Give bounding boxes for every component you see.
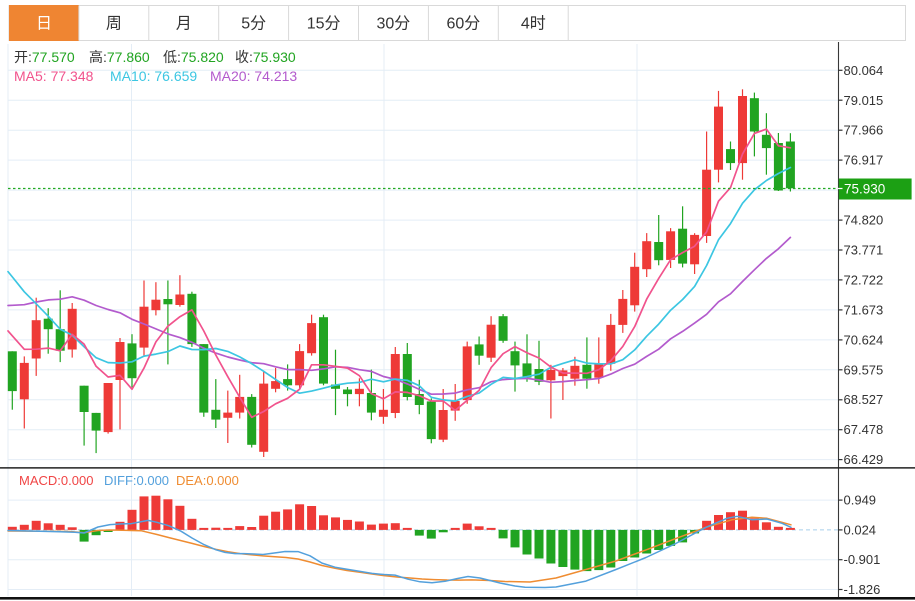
svg-text:15分: 15分 xyxy=(307,15,341,33)
svg-text:74.820: 74.820 xyxy=(844,213,884,228)
svg-text:67.478: 67.478 xyxy=(844,422,884,437)
svg-text:69.575: 69.575 xyxy=(844,362,884,377)
svg-text:68.527: 68.527 xyxy=(844,392,884,407)
svg-text:DIFF:0.000: DIFF:0.000 xyxy=(104,473,169,488)
svg-text:低:75.820: 低:75.820 xyxy=(163,49,224,65)
svg-text:开:77.570: 开:77.570 xyxy=(14,49,75,65)
svg-text:MA10: 76.659: MA10: 76.659 xyxy=(110,68,197,84)
svg-text:0.024: 0.024 xyxy=(844,522,877,537)
svg-text:77.966: 77.966 xyxy=(844,123,884,138)
svg-text:79.015: 79.015 xyxy=(844,93,884,108)
svg-text:日: 日 xyxy=(36,16,52,33)
svg-text:30分: 30分 xyxy=(376,15,410,33)
svg-text:MA5: 77.348: MA5: 77.348 xyxy=(14,68,94,84)
svg-text:0.949: 0.949 xyxy=(844,493,877,508)
svg-text:月: 月 xyxy=(176,16,192,33)
svg-text:-0.901: -0.901 xyxy=(844,552,881,567)
svg-text:DEA:0.000: DEA:0.000 xyxy=(176,473,239,488)
svg-text:MACD:0.000: MACD:0.000 xyxy=(19,473,93,488)
svg-text:70.624: 70.624 xyxy=(844,332,884,347)
svg-text:周: 周 xyxy=(106,16,122,33)
svg-text:76.917: 76.917 xyxy=(844,153,884,168)
svg-text:71.673: 71.673 xyxy=(844,302,884,317)
svg-text:高:77.860: 高:77.860 xyxy=(89,49,150,65)
svg-text:80.064: 80.064 xyxy=(844,63,884,78)
svg-text:MA20: 74.213: MA20: 74.213 xyxy=(210,68,297,84)
svg-text:60分: 60分 xyxy=(446,15,480,33)
svg-text:66.429: 66.429 xyxy=(844,452,884,467)
svg-text:73.771: 73.771 xyxy=(844,243,884,258)
svg-text:75.930: 75.930 xyxy=(844,182,885,197)
svg-text:-1.826: -1.826 xyxy=(844,582,881,597)
svg-text:收:75.930: 收:75.930 xyxy=(235,49,296,65)
svg-text:4时: 4时 xyxy=(521,15,546,33)
svg-text:5分: 5分 xyxy=(241,15,266,33)
svg-text:72.722: 72.722 xyxy=(844,272,884,287)
